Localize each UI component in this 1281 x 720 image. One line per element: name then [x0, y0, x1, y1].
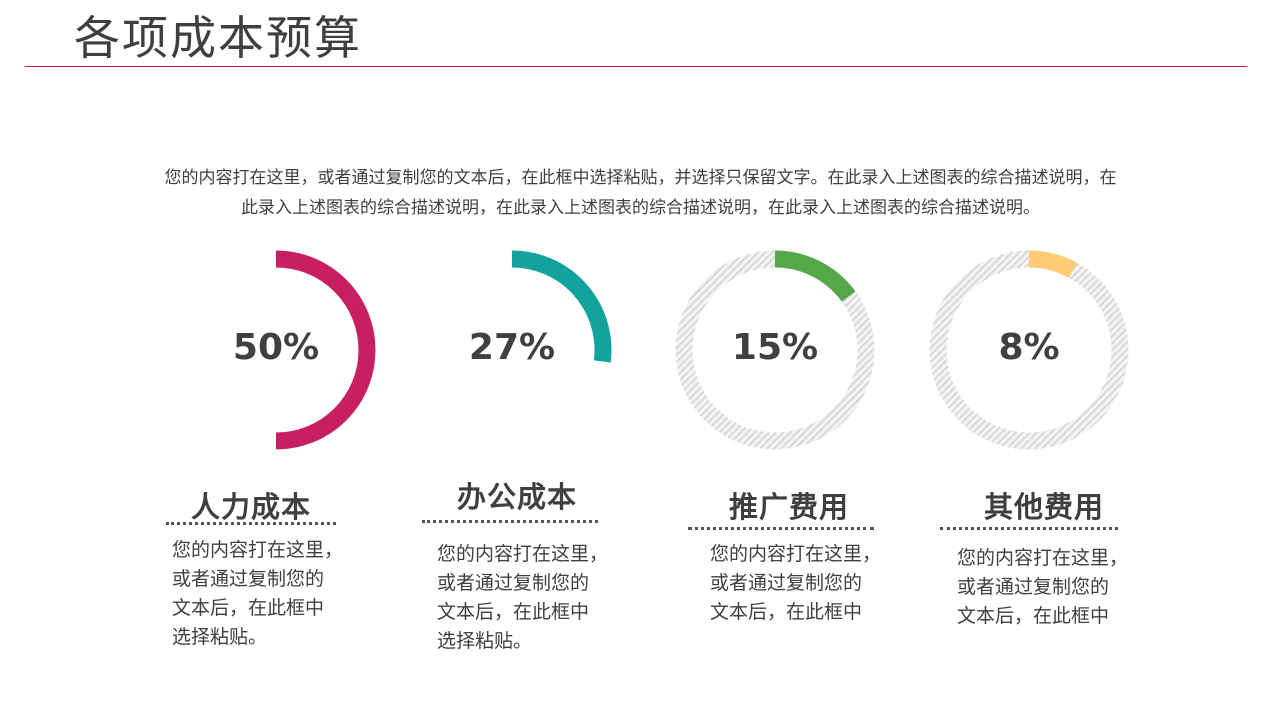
donut-svg-2 [511, 250, 612, 363]
dotted-divider-2 [422, 520, 598, 523]
note-line: 选择粘贴。 [437, 630, 533, 652]
note-line: 选择粘贴。 [172, 626, 268, 648]
percent-label-2: 27% [468, 327, 556, 368]
donut-arc-2 [511, 250, 612, 363]
note-line: 文本后，在此框中 [437, 601, 590, 623]
note-text-2: 您的内容打在这里， 或者通过复制您的 文本后，在此框中 选择粘贴。 [437, 540, 637, 656]
category-label-3: 推广费用 [728, 490, 849, 524]
page-title: 各项成本预算 [74, 11, 362, 65]
note-line: 或者通过复制您的 [172, 568, 325, 590]
note-line: 您的内容打在这里， [957, 547, 1129, 569]
description: 您的内容打在这里，或者通过复制您的文本后，在此框中选择粘贴，并选择只保留文字。在… [100, 163, 1181, 223]
donut-chart-3: 15% [650, 225, 900, 475]
category-label-2: 办公成本 [456, 480, 577, 514]
note-line: 或者通过复制您的 [437, 572, 590, 594]
percent-label-1: 50% [232, 327, 320, 368]
dotted-divider-4 [940, 527, 1118, 530]
category-label-1: 人力成本 [190, 490, 311, 524]
donut-arc-4 [1028, 250, 1077, 278]
note-text-1: 您的内容打在这里， 或者通过复制您的 文本后，在此框中 选择粘贴。 [172, 536, 372, 652]
cost-item-2: 27% 办公成本 您的内容打在这里， 或者通过复制您的 文本后，在此框中 选择粘… [387, 0, 637, 720]
note-line: 文本后，在此框中 [957, 605, 1110, 627]
note-text-3: 您的内容打在这里， 或者通过复制您的 文本后，在此框中 [710, 540, 910, 627]
note-line: 您的内容打在这里， [437, 543, 609, 565]
description-line-1: 您的内容打在这里，或者通过复制您的文本后，在此框中选择粘贴，并选择只保留文字。在… [164, 168, 1117, 188]
cost-item-1: 50% 人力成本 您的内容打在这里， 或者通过复制您的 文本后，在此框中 选择粘… [126, 0, 376, 720]
category-label-4: 其他费用 [983, 490, 1104, 524]
donut-arc-1 [275, 250, 376, 450]
donut-svg-3 [675, 250, 875, 450]
donut-svg-1 [275, 250, 376, 450]
dotted-divider-3 [688, 527, 874, 530]
title-divider [25, 66, 1247, 67]
note-line: 文本后，在此框中 [710, 601, 863, 623]
cost-item-4: 8% 其他费用 您的内容打在这里， 或者通过复制您的 文本后，在此框中 [904, 0, 1154, 720]
dotted-divider-1 [166, 522, 336, 525]
percent-label-4: 8% [998, 327, 1060, 368]
cost-item-3: 15% 推广费用 您的内容打在这里， 或者通过复制您的 文本后，在此框中 [650, 0, 900, 720]
donut-svg-4 [929, 250, 1129, 450]
note-line: 或者通过复制您的 [710, 572, 863, 594]
note-line: 您的内容打在这里， [172, 539, 344, 561]
donut-chart-1: 50% [151, 225, 401, 475]
note-line: 文本后，在此框中 [172, 597, 325, 619]
note-line: 您的内容打在这里， [710, 543, 882, 565]
donut-chart-2: 27% [387, 225, 637, 475]
note-text-4: 您的内容打在这里， 或者通过复制您的 文本后，在此框中 [957, 544, 1157, 631]
donut-chart-4: 8% [904, 225, 1154, 475]
donut-arc-3 [774, 250, 856, 302]
percent-label-3: 15% [731, 327, 819, 368]
note-line: 或者通过复制您的 [957, 576, 1110, 598]
description-line-2: 此录入上述图表的综合描述说明，在此录入上述图表的综合描述说明，在此录入上述图表的… [241, 198, 1040, 218]
